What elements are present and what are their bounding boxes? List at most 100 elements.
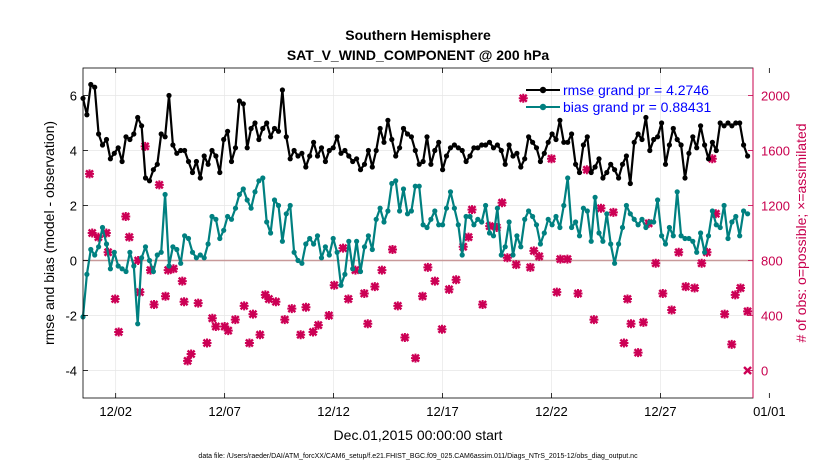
rmse-point (146, 178, 153, 184)
obs-assimilated-marker (85, 169, 95, 179)
bias-point (502, 244, 508, 250)
bias-point (604, 211, 610, 217)
rmse-point (350, 158, 356, 165)
rmse-point (248, 125, 254, 132)
bias-point (287, 202, 293, 209)
bias-point (561, 202, 567, 209)
obs-assimilated-marker (518, 93, 528, 103)
obs-assimilated-marker (720, 309, 730, 319)
bias-point (455, 222, 461, 228)
obs-assimilated-marker (239, 301, 249, 311)
bias-point (580, 205, 587, 211)
obs-assimilated-marker (388, 245, 398, 254)
rmse-point (170, 142, 176, 148)
bias-point (557, 224, 563, 231)
bias-point (88, 246, 94, 253)
rmse-point (686, 150, 692, 156)
rmse-point (475, 145, 481, 151)
bias-point (631, 216, 637, 222)
rmse-point (193, 158, 199, 165)
bias-point (96, 244, 102, 250)
rmse-point (709, 139, 716, 145)
obs-assimilated-marker (463, 232, 473, 242)
rmse-point (533, 145, 540, 151)
bias-point (240, 186, 246, 192)
bias-point (737, 233, 743, 239)
rmse-point (674, 136, 680, 143)
bias-point (193, 255, 199, 261)
bias-point (232, 205, 239, 211)
rmse-point (745, 153, 751, 159)
bias-point (154, 252, 160, 258)
bias-point (135, 321, 141, 327)
bias-point (244, 197, 250, 203)
legend-rmse-marker (539, 86, 547, 94)
obs-assimilated-marker (444, 284, 454, 294)
bias-point (569, 224, 575, 231)
rmse-point (580, 142, 587, 148)
rmse-point (451, 142, 457, 148)
rmse-point (588, 169, 594, 176)
obs-assimilated-marker (343, 294, 353, 304)
rmse-point (96, 131, 102, 137)
rmse-point (127, 136, 133, 143)
bias-point (189, 249, 196, 255)
rmse-point (162, 134, 168, 140)
rmse-point (662, 161, 669, 167)
rmse-point (271, 125, 278, 132)
bias-point (651, 219, 657, 225)
rmse-point (565, 139, 571, 145)
bias-point (131, 263, 137, 269)
rmse-point (142, 175, 149, 181)
rmse-point (545, 139, 551, 145)
bias-point (397, 208, 403, 214)
obs-assimilated-marker (423, 262, 433, 272)
legend-bias-text: bias grand pr = 0.88431 (563, 99, 711, 115)
rmse-point (381, 139, 387, 145)
bias-point (725, 235, 731, 242)
bias-point (142, 244, 149, 250)
rmse-point (166, 92, 172, 99)
bias-point (530, 213, 536, 220)
bias-point (475, 216, 481, 222)
rmse-point (322, 158, 328, 165)
rmse-point (260, 125, 266, 132)
rmse-point (557, 117, 563, 123)
bias-point (674, 189, 680, 195)
rmse-point (311, 139, 317, 145)
bias-point (268, 230, 274, 236)
rmse-point (443, 153, 450, 159)
rmse-point (189, 169, 196, 176)
y-tick-label: 2 (70, 199, 77, 214)
rmse-point (240, 101, 246, 107)
obs-assimilated-marker (534, 251, 544, 261)
bias-point (635, 222, 641, 228)
obs-assimilated-marker (681, 282, 691, 292)
rmse-point (721, 123, 727, 129)
rmse-point (369, 164, 375, 170)
bias-point (166, 263, 172, 269)
bias-point (346, 238, 352, 244)
rmse-point (651, 136, 657, 143)
bias-point (217, 235, 223, 242)
x-tick-label: 12/12 (317, 404, 350, 419)
bias-point (162, 191, 168, 198)
bias-point (182, 233, 188, 239)
bias-point (213, 216, 219, 222)
bias-point (588, 238, 594, 244)
bias-point (647, 219, 653, 225)
bias-point (745, 211, 751, 217)
rmse-point (741, 142, 747, 148)
bias-point (248, 205, 254, 211)
bias-point (514, 233, 520, 239)
bias-point (330, 235, 336, 242)
rmse-point (561, 139, 567, 145)
bias-point (111, 249, 117, 255)
rmse-point (694, 145, 700, 151)
bias-point (670, 233, 676, 239)
rmse-point (279, 87, 285, 93)
bias-point (616, 241, 622, 247)
obs-assimilated-marker (313, 320, 323, 330)
rmse-point (670, 125, 676, 132)
x-tick-label: 12/07 (208, 404, 241, 419)
